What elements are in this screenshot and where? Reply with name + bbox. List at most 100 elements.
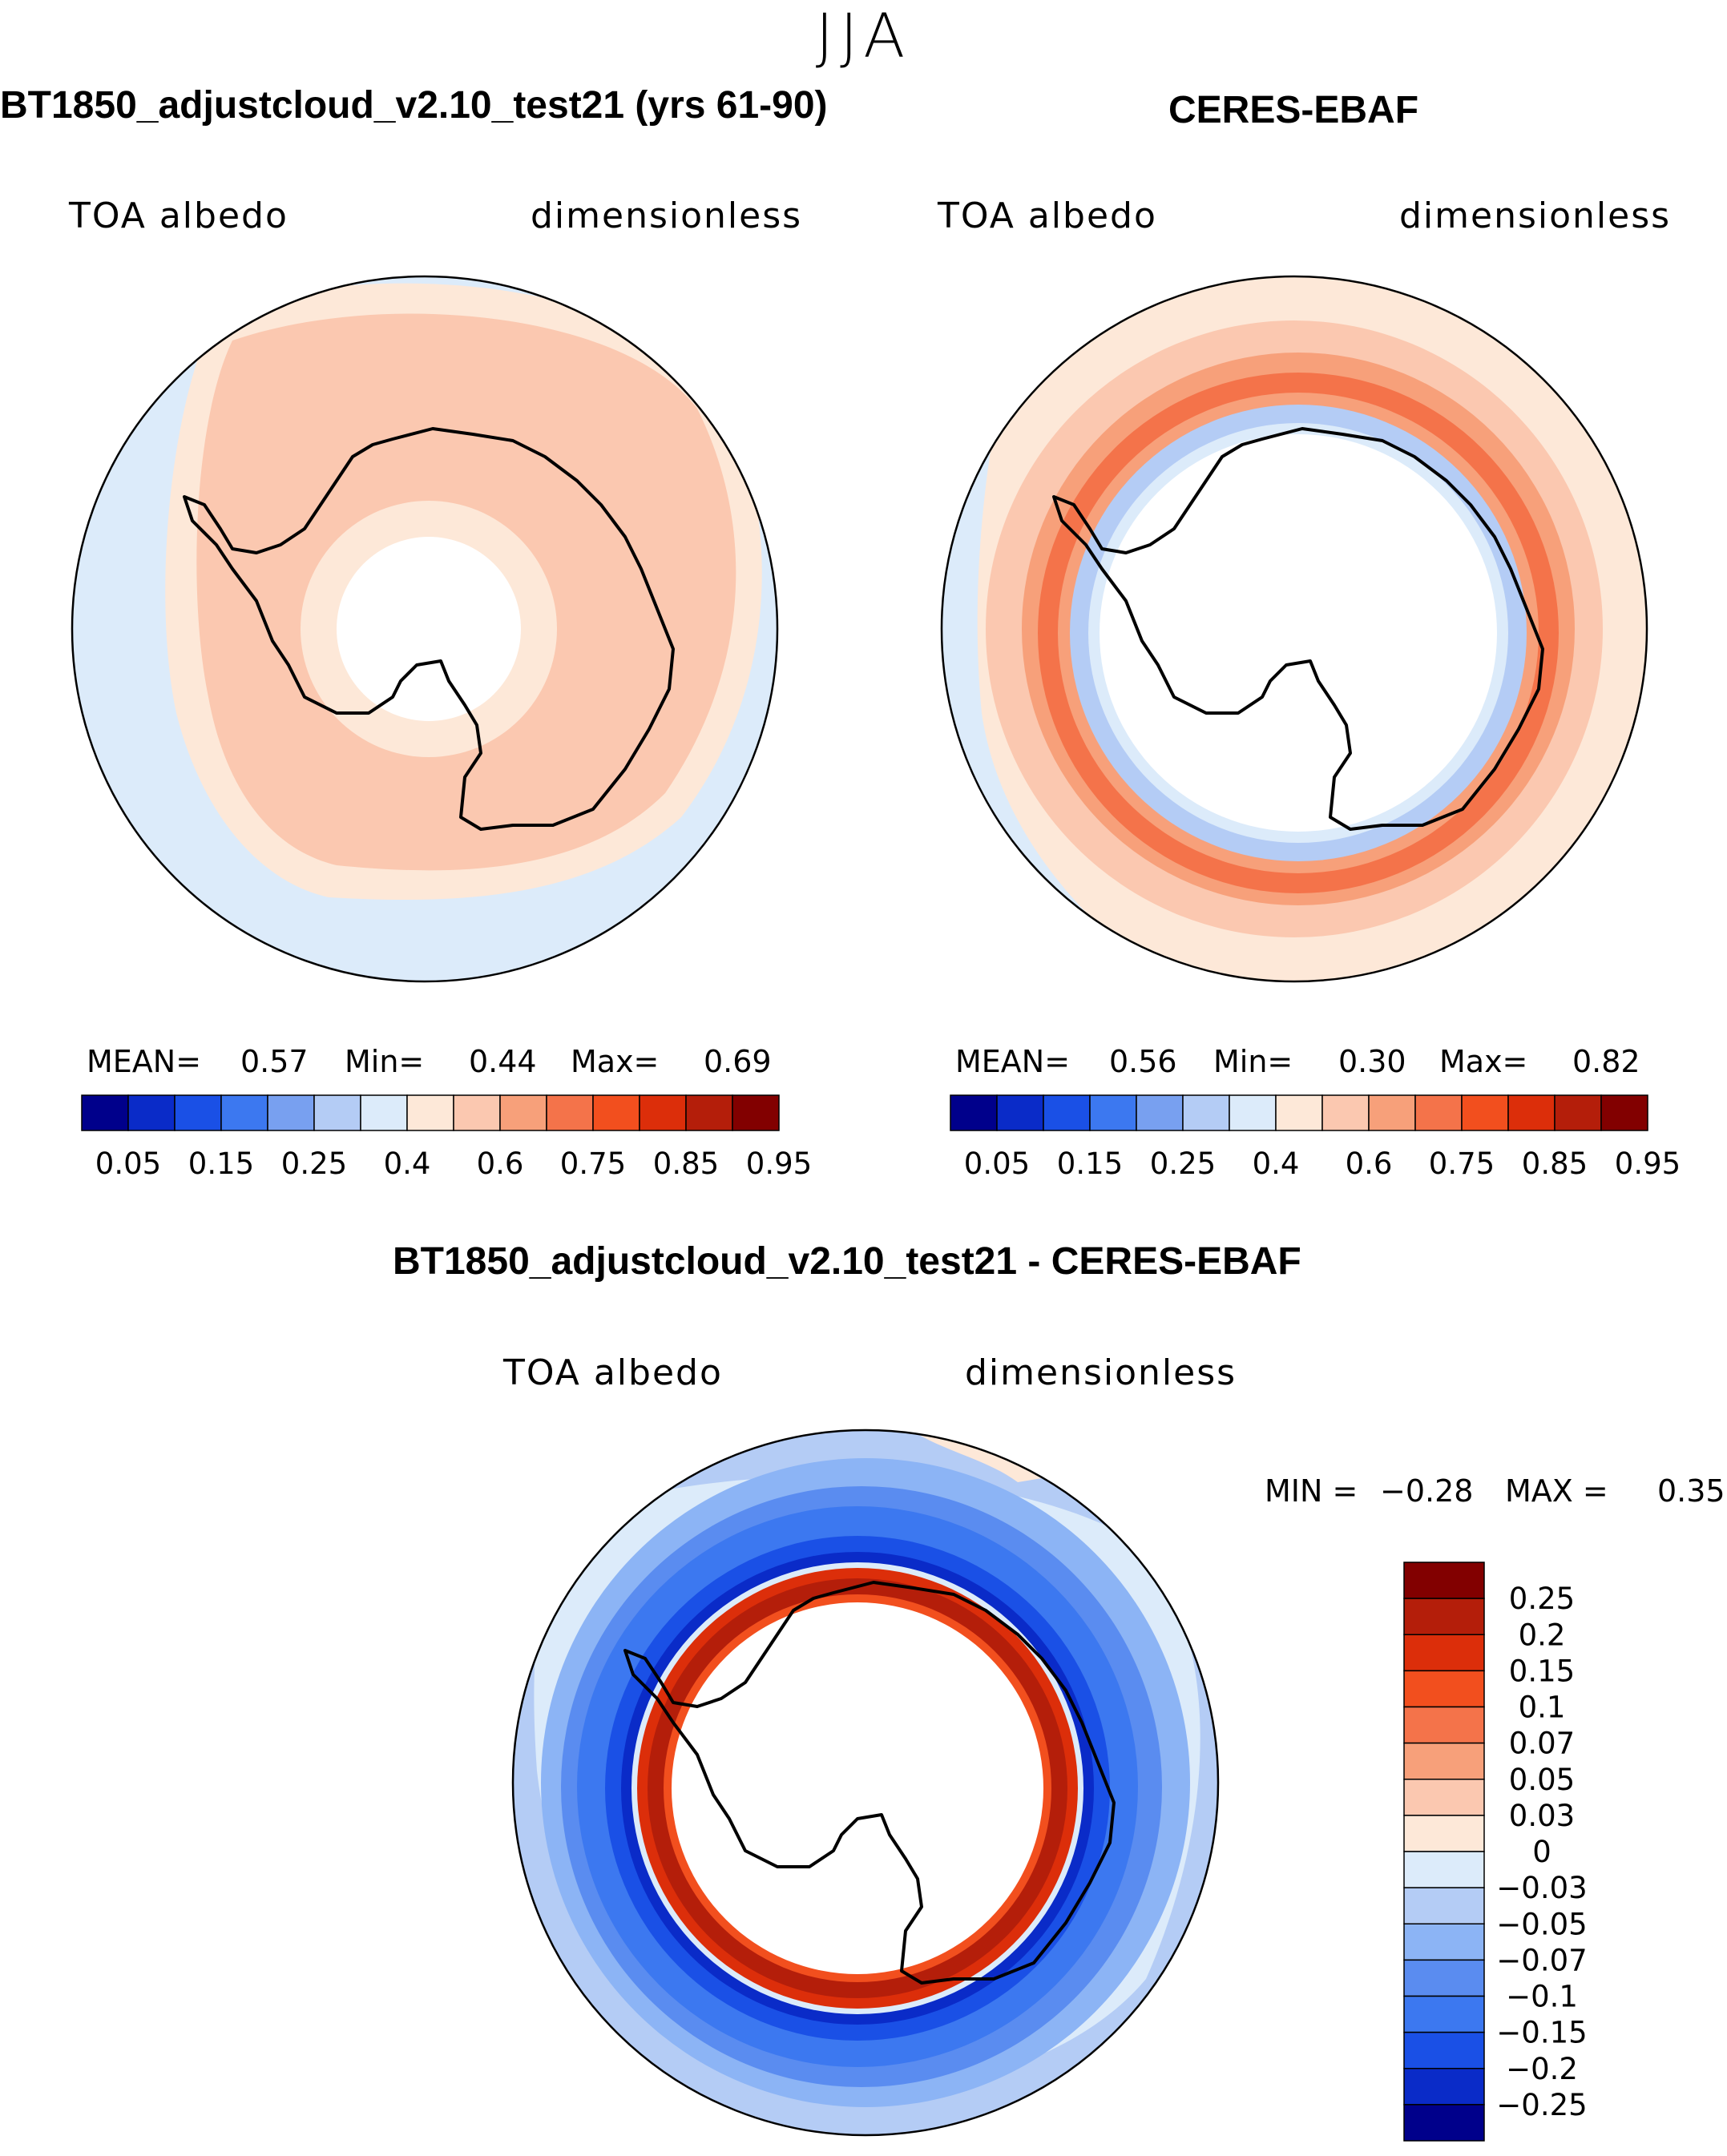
colorbar-swatch xyxy=(1600,1094,1648,1131)
panel-model-colorbar: 0.05 0.15 0.25 0.4 0.6 0.75 0.85 0.95 xyxy=(81,1094,812,1181)
colorbar-tick-label: 0.03 xyxy=(1509,1799,1575,1833)
colorbar-swatch xyxy=(1403,1670,1485,1708)
colorbar-swatch xyxy=(360,1094,408,1131)
colorbar-swatch xyxy=(127,1094,176,1131)
colorbar-tick-label: −0.05 xyxy=(1496,1907,1587,1941)
colorbar-tick-label: 0.95 xyxy=(746,1147,812,1181)
panel-model-max-value: 0.69 xyxy=(704,1044,772,1079)
panel-model-min-value: 0.44 xyxy=(469,1044,537,1079)
colorbar-tick-label: 0.25 xyxy=(281,1147,347,1181)
colorbar-tick-label: 0.15 xyxy=(1057,1147,1123,1181)
colorbar-swatch xyxy=(1182,1094,1230,1131)
colorbar-tick-label: 0.4 xyxy=(1253,1147,1300,1181)
colorbar-swatch xyxy=(1403,1995,1485,2033)
map-boundary-circle xyxy=(511,1429,1220,2137)
colorbar-swatch xyxy=(1403,1706,1485,1744)
panel-obs-map xyxy=(940,275,1648,983)
panel-diff-min-label: MIN = xyxy=(1265,1473,1358,1509)
colorbar-swatch xyxy=(1403,1779,1485,1816)
colorbar-swatch xyxy=(1321,1094,1370,1131)
panel-model-variable-label: TOA albedo xyxy=(69,195,289,236)
colorbar-tick-label: 0.2 xyxy=(1519,1618,1566,1652)
colorbar-swatch xyxy=(81,1094,129,1131)
colorbar-tick-label: 0.1 xyxy=(1519,1691,1566,1725)
colorbar-swatch xyxy=(313,1094,361,1131)
antarctica-coastline xyxy=(623,1581,1116,1985)
colorbar-swatch xyxy=(1403,1851,1485,1888)
panel-diff-title: BT1850_adjustcloud_v2.10_test21 - CERES-… xyxy=(393,1240,1301,1283)
map-boundary-circle xyxy=(71,275,779,983)
colorbar-tick-label: 0.15 xyxy=(188,1147,254,1181)
colorbar-tick-label: 0.6 xyxy=(1346,1147,1393,1181)
colorbar-swatch xyxy=(639,1094,687,1131)
colorbar-swatch xyxy=(499,1094,547,1131)
panel-diff-variable-label: TOA albedo xyxy=(503,1352,723,1393)
panel-model-min-label: Min= xyxy=(345,1044,425,1079)
colorbar-swatch xyxy=(1229,1094,1277,1131)
panel-diff-min-value: −0.28 xyxy=(1380,1473,1474,1509)
colorbar-tick-label: −0.15 xyxy=(1496,2016,1587,2050)
antarctica-coastline xyxy=(1052,427,1544,831)
colorbar-swatch xyxy=(685,1094,733,1131)
colorbar-swatch xyxy=(1461,1094,1509,1131)
colorbar-swatch xyxy=(1403,1815,1485,1852)
colorbar-swatch xyxy=(453,1094,501,1131)
colorbar-swatch xyxy=(406,1094,454,1131)
colorbar-swatch xyxy=(1403,2031,1485,2069)
polar-missing-data xyxy=(1100,434,1497,832)
low-albedo-western-sector xyxy=(942,276,1174,981)
panel-obs-colorbar: 0.05 0.15 0.25 0.4 0.6 0.75 0.85 0.95 xyxy=(950,1094,1681,1181)
map-boundary-circle xyxy=(940,275,1648,983)
colorbar-swatch xyxy=(220,1094,268,1131)
season-title: JJA xyxy=(815,0,912,71)
colorbar-tick-label: 0.05 xyxy=(95,1147,161,1181)
colorbar-tick-label: 0.85 xyxy=(653,1147,719,1181)
colorbar-swatch xyxy=(996,1094,1044,1131)
colorbar-swatch xyxy=(592,1094,640,1131)
colorbar-tick-label: 0.15 xyxy=(1509,1654,1575,1688)
panel-model-max-label: Max= xyxy=(571,1044,660,1079)
colorbar-tick-label: 0 xyxy=(1532,1835,1551,1869)
colorbar-swatch xyxy=(950,1094,998,1131)
colorbar-swatch xyxy=(1403,2068,1485,2106)
colorbar-swatch xyxy=(1403,2104,1485,2142)
colorbar-tick-label: 0.75 xyxy=(1429,1147,1495,1181)
colorbar-tick-label: 0.25 xyxy=(1509,1582,1575,1616)
colorbar-swatch xyxy=(1554,1094,1602,1131)
colorbar-tick-label: 0.85 xyxy=(1522,1147,1588,1181)
colorbar-tick-label: −0.2 xyxy=(1506,2052,1578,2086)
antarctica-coastline xyxy=(183,427,675,831)
colorbar-swatch xyxy=(1507,1094,1556,1131)
panel-obs-mean-label: MEAN= xyxy=(955,1044,1071,1079)
panel-model-mean-value: 0.57 xyxy=(240,1044,309,1079)
panel-obs-variable-label: TOA albedo xyxy=(938,195,1157,236)
panel-diff-max-value: 0.35 xyxy=(1657,1473,1725,1509)
colorbar-tick-label: 0.4 xyxy=(384,1147,431,1181)
colorbar-swatch xyxy=(1089,1094,1137,1131)
panel-diff-colorbar: 0.250.20.150.10.070.050.030−0.03−0.05−0.… xyxy=(1403,1562,1588,2142)
panel-model-map xyxy=(71,275,779,983)
colorbar-tick-label: −0.07 xyxy=(1496,1943,1587,1977)
polar-missing-data xyxy=(337,537,521,721)
colorbar-swatch xyxy=(267,1094,315,1131)
colorbar-swatch xyxy=(1403,1562,1485,1599)
panel-obs-min-label: Min= xyxy=(1213,1044,1293,1079)
panel-obs-title: CERES-EBAF xyxy=(1168,89,1419,131)
colorbar-swatch xyxy=(1403,1923,1485,1961)
panel-model-title: BT1850_adjustcloud_v2.10_test21 (yrs 61-… xyxy=(0,84,828,127)
panel-diff-max-label: MAX = xyxy=(1505,1473,1608,1509)
colorbar-tick-label: 0.05 xyxy=(1509,1763,1575,1797)
colorbar-tick-label: −0.1 xyxy=(1506,1980,1578,2014)
colorbar-swatch xyxy=(1414,1094,1463,1131)
panel-obs-min-value: 0.30 xyxy=(1338,1044,1406,1079)
colorbar-swatch xyxy=(1403,1959,1485,1997)
panel-diff-map xyxy=(511,1429,1220,2137)
colorbar-tick-label: 0.05 xyxy=(964,1147,1030,1181)
colorbar-tick-label: −0.25 xyxy=(1496,2088,1587,2122)
colorbar-swatch xyxy=(1275,1094,1323,1131)
colorbar-swatch xyxy=(1136,1094,1184,1131)
panel-model-mean-label: MEAN= xyxy=(87,1044,202,1079)
colorbar-swatch xyxy=(1368,1094,1416,1131)
colorbar-tick-label: 0.07 xyxy=(1509,1727,1575,1761)
colorbar-swatch xyxy=(546,1094,594,1131)
